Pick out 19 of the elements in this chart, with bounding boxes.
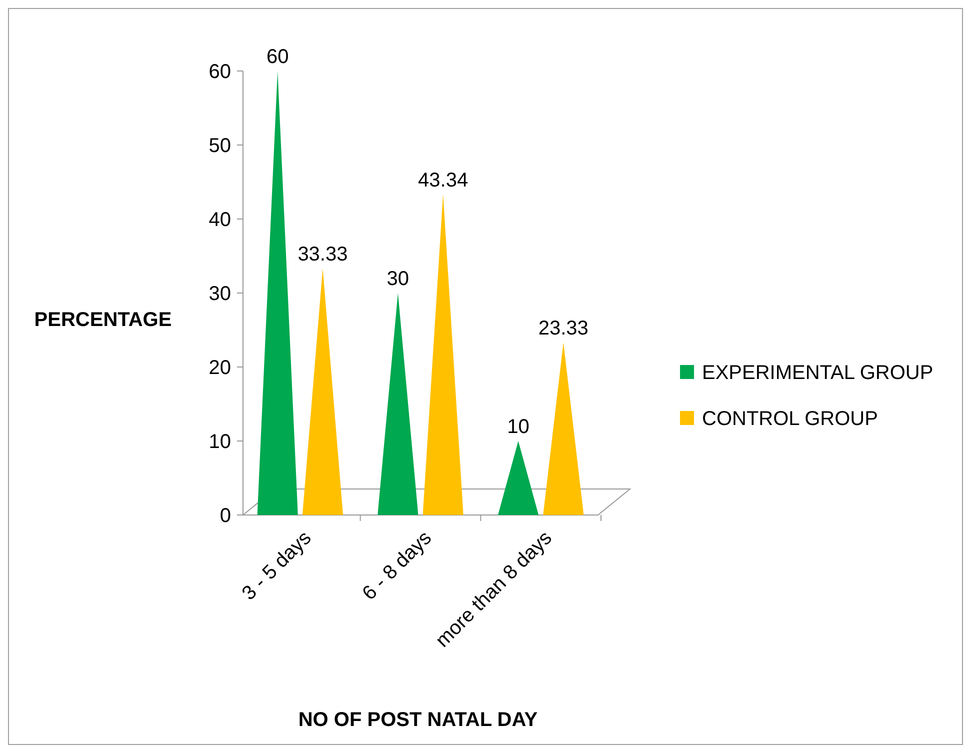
data-label: 33.33 <box>298 243 348 266</box>
x-axis-title: NO OF POST NATAL DAY <box>298 709 538 731</box>
y-tick-label: 50 <box>208 135 231 157</box>
data-label: 10 <box>507 416 530 438</box>
legend-label: EXPERIMENTAL GROUP <box>702 362 934 384</box>
data-label: 60 <box>266 46 289 68</box>
data-label: 43.34 <box>418 169 468 192</box>
y-tick-label: 30 <box>208 283 231 305</box>
x-tick-label: 3 - 5 days <box>238 526 316 605</box>
y-tick-label: 40 <box>208 209 231 231</box>
y-tick-label: 20 <box>208 357 231 379</box>
y-axis-title: PERCENTAGE <box>34 309 172 331</box>
y-tick-label: 60 <box>208 61 231 83</box>
x-tick-label: 6 - 8 days <box>358 526 436 605</box>
data-label: 23.33 <box>538 317 588 340</box>
y-tick-label: 10 <box>208 431 231 453</box>
y-tick-label: 0 <box>220 505 231 527</box>
data-label: 30 <box>386 268 410 290</box>
legend-label: CONTROL GROUP <box>702 408 878 430</box>
